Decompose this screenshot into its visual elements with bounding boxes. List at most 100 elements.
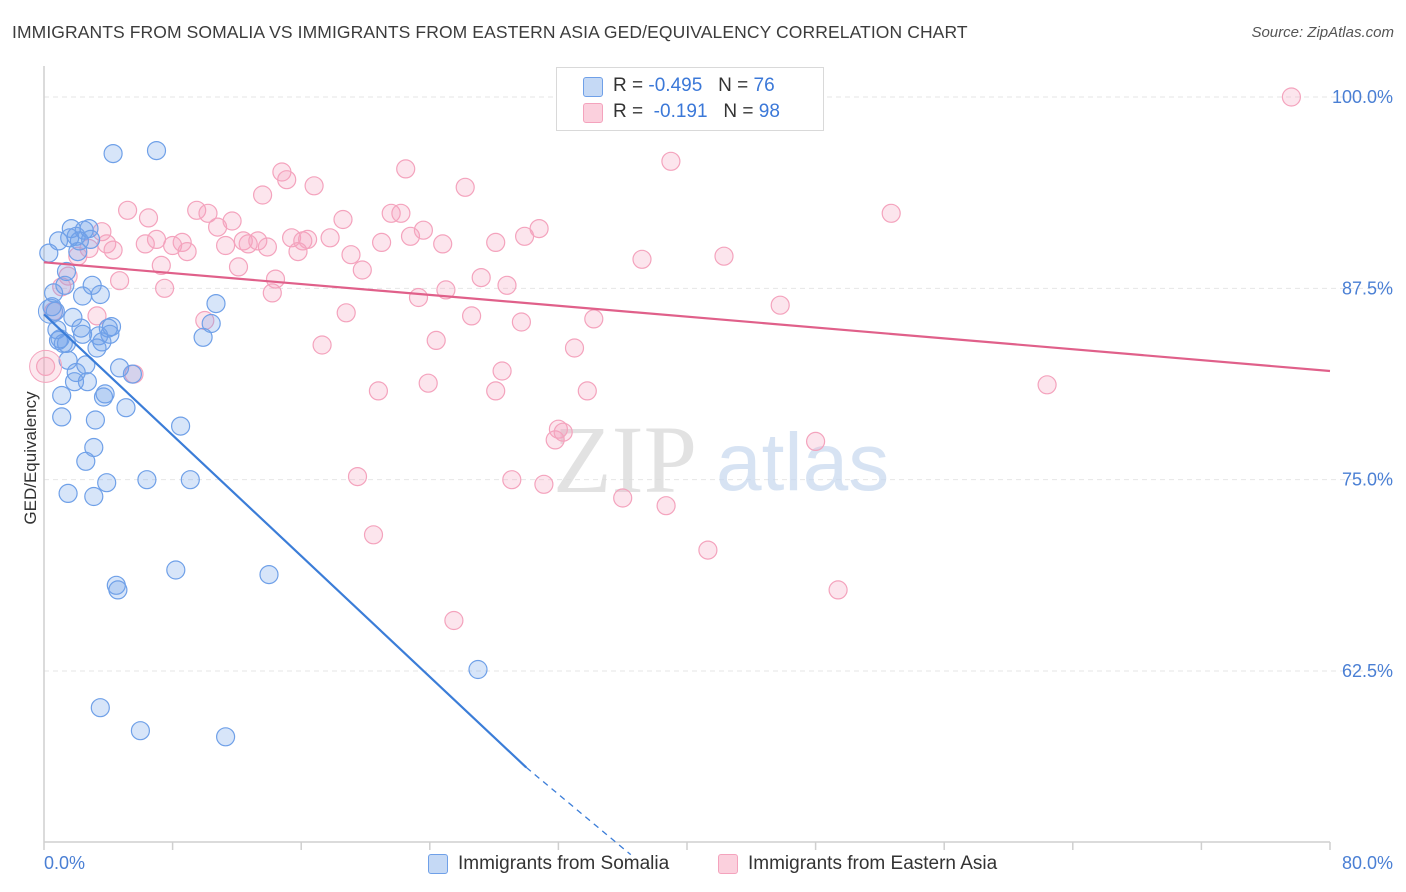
legend-swatch-somalia: [428, 854, 448, 874]
point-eastern-asia: [502, 470, 522, 490]
point-eastern-asia: [613, 488, 633, 508]
y-tick-label: 100.0%: [1332, 87, 1393, 107]
point-eastern-asia: [408, 287, 429, 308]
point-eastern-asia: [486, 381, 506, 401]
point-somalia: [56, 333, 77, 353]
point-somalia: [84, 486, 104, 507]
point-eastern-asia: [564, 338, 585, 358]
point-eastern-asia: [347, 467, 368, 487]
point-eastern-asia: [828, 580, 848, 600]
point-eastern-asia: [1037, 375, 1057, 395]
tick-labels: 100.0% 87.5% 75.0% 62.5% 0.0% 80.0%: [44, 87, 1393, 873]
legend-swatch-somalia: [583, 77, 603, 97]
point-somalia: [77, 372, 98, 392]
point-eastern-asia: [172, 232, 192, 252]
watermark: ZIP atlas: [553, 406, 889, 513]
legend-r-value-somalia: -0.495: [648, 75, 703, 96]
point-eastern-asia: [426, 330, 446, 350]
point-somalia: [48, 231, 69, 251]
point-eastern-asia: [103, 240, 123, 260]
gridlines: [44, 96, 1392, 672]
axes: [43, 66, 1331, 850]
point-eastern-asia: [341, 245, 361, 265]
point-eastern-asia: [155, 278, 175, 298]
point-somalia: [101, 317, 122, 337]
point-eastern-asia: [109, 271, 130, 291]
point-somalia: [103, 144, 123, 164]
point-somalia: [116, 398, 136, 418]
point-somalia: [130, 721, 150, 741]
point-eastern-asia: [391, 203, 411, 223]
point-eastern-asia: [577, 381, 597, 401]
point-eastern-asia: [396, 159, 416, 179]
series-legend: Immigrants from Somalia Immigrants from …: [0, 850, 1406, 880]
point-eastern-asia: [257, 237, 277, 257]
watermark-atlas: atlas: [716, 417, 889, 508]
point-eastern-asia: [497, 275, 517, 295]
point-eastern-asia: [471, 268, 491, 288]
point-somalia: [80, 229, 101, 249]
point-somalia: [37, 298, 63, 324]
point-somalia: [180, 470, 200, 490]
point-eastern-asia: [372, 232, 392, 252]
point-somalia: [98, 318, 118, 338]
point-somalia: [55, 275, 75, 295]
point-eastern-asia: [138, 208, 159, 228]
point-eastern-asia: [444, 610, 464, 631]
point-eastern-asia: [698, 540, 718, 560]
point-eastern-asia: [381, 203, 401, 223]
legend-swatch-eastern-asia: [583, 103, 603, 123]
point-somalia: [97, 473, 117, 493]
point-eastern-asia: [632, 249, 652, 269]
chart-title: IMMIGRANTS FROM SOMALIA VS IMMIGRANTS FR…: [12, 22, 968, 42]
point-eastern-asia: [368, 381, 388, 401]
point-somalia: [95, 384, 115, 404]
point-eastern-asia: [418, 373, 438, 393]
point-eastern-asia: [151, 255, 171, 275]
point-somalia: [146, 141, 167, 161]
point-somalia: [201, 313, 221, 334]
trend-line-somalia-extension: [525, 766, 632, 856]
point-eastern-asia: [770, 295, 790, 315]
point-eastern-asia: [413, 220, 433, 240]
legend-swatch-eastern-asia: [718, 854, 738, 874]
point-eastern-asia: [135, 234, 155, 254]
point-eastern-asia: [553, 422, 573, 442]
point-somalia: [56, 261, 77, 282]
point-eastern-asia: [545, 430, 565, 450]
point-somalia: [63, 307, 83, 327]
point-eastern-asia: [529, 219, 549, 239]
point-eastern-asia: [333, 209, 353, 230]
legend-r-label: R =: [613, 101, 644, 122]
point-eastern-asia: [222, 211, 242, 231]
point-eastern-asia: [336, 303, 356, 323]
point-eastern-asia: [265, 269, 286, 289]
point-eastern-asia: [455, 177, 475, 197]
point-eastern-asia: [277, 170, 297, 190]
point-eastern-asia: [253, 185, 273, 205]
point-eastern-asia: [584, 309, 604, 329]
point-somalia: [259, 564, 279, 585]
point-eastern-asia: [208, 217, 228, 237]
point-somalia: [52, 385, 72, 406]
point-eastern-asia: [312, 335, 332, 355]
point-eastern-asia: [29, 349, 63, 383]
trend-lines: [43, 261, 1331, 856]
point-somalia: [58, 483, 78, 503]
legend-n-label: N =: [723, 101, 754, 122]
point-somalia: [72, 324, 93, 344]
point-eastern-asia: [248, 231, 268, 251]
point-somalia: [76, 355, 96, 375]
point-eastern-asia: [881, 203, 901, 223]
watermark-zip: ZIP: [553, 406, 697, 513]
stats-legend: R = -0.495 N = 76 R = -0.191 N = 98: [556, 67, 824, 131]
point-eastern-asia: [492, 361, 512, 381]
point-eastern-asia: [117, 200, 138, 220]
point-eastern-asia: [146, 229, 167, 249]
point-eastern-asia: [714, 246, 734, 266]
point-somalia: [137, 470, 157, 490]
point-somalia: [166, 560, 186, 580]
y-axis-label: GED/Equivalency: [21, 391, 40, 525]
point-eastern-asia: [352, 260, 372, 280]
